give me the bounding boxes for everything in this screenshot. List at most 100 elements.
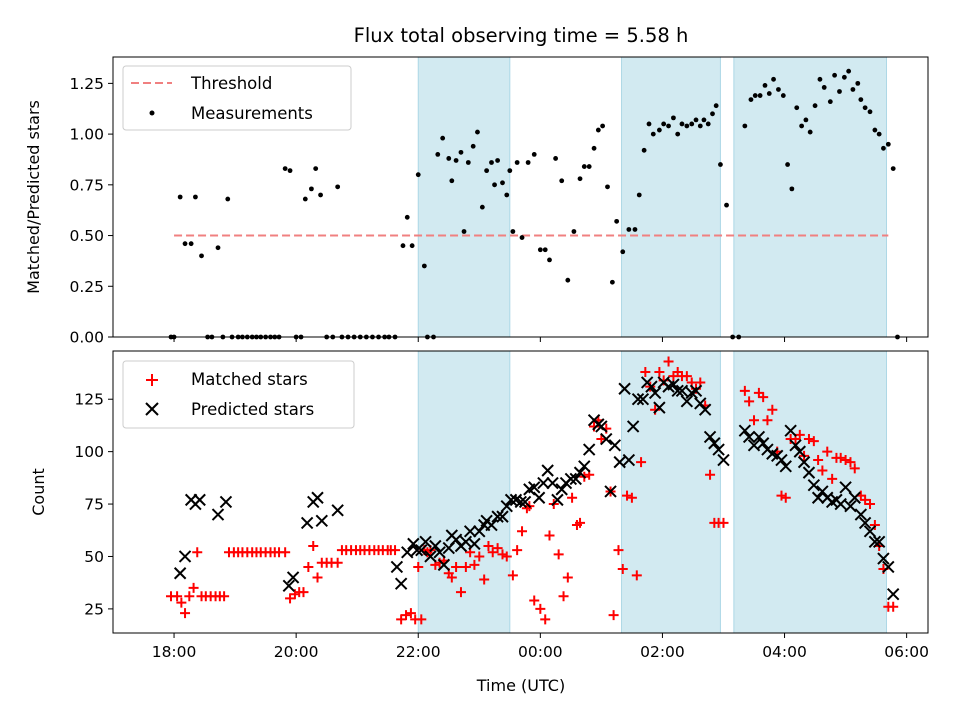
- predicted-star-point: [433, 546, 446, 559]
- predicted-star-point: [717, 453, 730, 467]
- matched-star-point: [474, 551, 485, 562]
- measurement-point: [713, 103, 719, 109]
- predicted-star-point: [569, 472, 582, 486]
- measurement-point: [519, 235, 525, 240]
- matched-star-point: [451, 561, 462, 572]
- predicted-star-point: [738, 424, 752, 437]
- matched-star-point: [401, 610, 412, 621]
- measurement-point: [571, 229, 577, 234]
- bottom-panel: 25 50 75 100 125 18:00 20:00 22:00 00:00 02:00 04…: [29, 350, 929, 695]
- predicted-star-point: [514, 495, 528, 509]
- legend-matched-swatch: [146, 374, 158, 386]
- predicted-star-point: [712, 443, 725, 456]
- measurement-point: [641, 147, 647, 153]
- measurement-point: [817, 76, 823, 82]
- matched-star-point: [188, 582, 199, 593]
- predicted-star-point: [622, 453, 636, 467]
- measurement-point: [514, 160, 520, 165]
- measurement-point: [465, 160, 471, 165]
- predicted-star-point: [282, 579, 296, 593]
- measurement-point: [850, 87, 856, 92]
- matched-star-point: [469, 559, 480, 570]
- measurement-point: [762, 83, 768, 88]
- matched-star-point: [608, 610, 619, 621]
- predicted-star-point: [613, 455, 626, 469]
- predicted-star-point: [491, 510, 504, 523]
- measurement-point: [876, 131, 882, 137]
- legend-measurement-swatch: [149, 110, 155, 116]
- measurement-point: [724, 202, 729, 208]
- measurement-point: [309, 186, 314, 192]
- measurement-point: [492, 182, 497, 188]
- matched-star-point: [512, 545, 523, 556]
- measurement-point: [771, 76, 776, 82]
- measurement-point: [636, 192, 642, 198]
- predicted-star-point: [811, 491, 825, 504]
- top-y-tick-label: 0.25: [69, 278, 104, 296]
- predicted-star-point: [193, 493, 206, 507]
- matched-star-point: [835, 452, 846, 463]
- matched-star-point: [827, 473, 838, 484]
- predicted-star-point: [429, 539, 442, 553]
- predicted-star-point: [564, 472, 578, 486]
- predicted-star-point: [424, 550, 437, 563]
- predicted-star-point: [315, 514, 328, 528]
- predicted-star-point: [555, 483, 568, 496]
- predicted-star-point: [834, 497, 847, 511]
- predicted-star-point: [779, 460, 792, 473]
- measurement-point: [475, 129, 480, 135]
- measurement-point: [827, 99, 833, 105]
- measurement-point: [458, 149, 464, 155]
- measurement-point: [661, 121, 667, 127]
- predicted-star-point: [872, 535, 886, 549]
- matched-star-point: [553, 549, 564, 560]
- matched-star-point: [794, 429, 805, 440]
- matched-star-point: [817, 465, 828, 476]
- measurement-point: [553, 156, 559, 161]
- matched-star-point: [460, 561, 471, 572]
- bottom-legend-box: [122, 360, 355, 429]
- matched-star-point: [640, 366, 651, 377]
- predicted-star-point: [407, 537, 420, 551]
- matched-star-point: [446, 572, 457, 583]
- chart-title: Flux total observing time = 5.58 h: [354, 24, 689, 47]
- measurement-point: [586, 164, 592, 169]
- predicted-star-point: [839, 481, 852, 494]
- predicted-star-point: [775, 453, 788, 467]
- matched-star-point: [517, 526, 528, 537]
- predicted-star-point: [868, 535, 882, 549]
- measurement-point: [484, 168, 490, 174]
- predicted-star-point: [394, 577, 408, 590]
- predicted-star-point: [789, 439, 802, 452]
- legend-predicted-swatch: [145, 402, 159, 416]
- matched-star-point: [780, 492, 791, 503]
- bottom-y-tick-label: 125: [74, 391, 104, 409]
- measurement-point: [313, 166, 319, 171]
- matched-star-point: [575, 517, 586, 528]
- x-tick-label: 22:00: [396, 643, 441, 661]
- matched-star-point: [845, 457, 856, 468]
- predicted-star-point: [604, 485, 617, 498]
- predicted-star-point: [532, 491, 546, 504]
- measurement-point: [591, 145, 597, 151]
- measurement-point: [632, 227, 638, 232]
- matched-star-point: [332, 557, 343, 568]
- predicted-star-points: [173, 376, 900, 601]
- predicted-star-point: [886, 588, 900, 601]
- measurement-point: [626, 227, 632, 232]
- matched-star-point: [767, 404, 778, 415]
- measurement-point: [885, 141, 891, 147]
- top-y-ticks: 0.00 0.25 0.50 0.75 1.00 1.25: [69, 75, 113, 347]
- predicted-star-point: [415, 543, 428, 557]
- measurement-point: [577, 176, 583, 182]
- predicted-star-point: [541, 464, 554, 477]
- measurement-point: [650, 131, 656, 137]
- measurement-point: [890, 166, 896, 171]
- predicted-star-point: [667, 378, 680, 391]
- predicted-star-point: [300, 516, 314, 530]
- measurement-point: [684, 123, 690, 129]
- measurement-point: [872, 127, 878, 133]
- measurement-point: [415, 172, 421, 178]
- measurement-point: [832, 72, 837, 78]
